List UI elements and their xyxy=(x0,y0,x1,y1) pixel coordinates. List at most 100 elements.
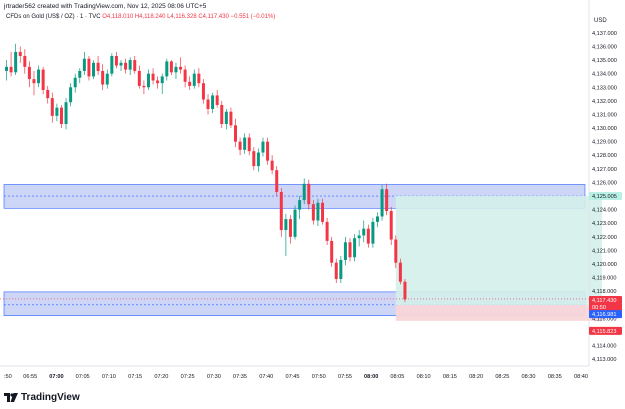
candle-body xyxy=(169,61,173,73)
candle xyxy=(201,79,205,104)
candle xyxy=(46,85,50,104)
candle-body xyxy=(50,98,54,116)
candle-body xyxy=(128,60,132,70)
currency-label: USD xyxy=(594,18,607,24)
candle xyxy=(311,200,315,225)
candle xyxy=(114,51,118,69)
tradingview-logo-text: TradingView xyxy=(21,392,80,403)
candle-body xyxy=(398,262,402,282)
candle xyxy=(302,178,306,205)
candle xyxy=(298,196,302,220)
candle-body xyxy=(270,160,274,171)
candle-body xyxy=(142,85,146,88)
position-loss-area xyxy=(395,305,602,321)
candle xyxy=(220,100,224,129)
time-tick-label: 07:55 xyxy=(338,374,352,380)
time-tick-label: 07:40 xyxy=(259,374,273,380)
price-tick-label: 4,134.000 xyxy=(592,72,617,78)
candle xyxy=(357,230,361,247)
candle xyxy=(243,133,247,154)
price-badge: 4,116.981 xyxy=(589,310,622,318)
candle-body xyxy=(179,66,183,70)
candle xyxy=(211,92,215,114)
candle xyxy=(87,55,91,81)
candle xyxy=(192,69,196,89)
price-tick-label: 4,129.000 xyxy=(592,140,617,146)
candle-body xyxy=(353,238,357,258)
candle xyxy=(151,68,155,85)
candle-body xyxy=(23,55,27,67)
candle-body xyxy=(279,191,283,231)
price-badge-bg xyxy=(589,191,622,200)
candle xyxy=(160,73,164,95)
candle-body xyxy=(5,66,8,71)
candle-body xyxy=(288,219,292,237)
candle xyxy=(119,60,123,71)
candle xyxy=(188,76,192,90)
candle xyxy=(64,98,68,130)
price-badge: 4,115.823 xyxy=(589,326,622,335)
candle xyxy=(169,60,173,76)
candle xyxy=(266,137,270,165)
candle-body xyxy=(206,99,210,110)
candle xyxy=(261,137,265,157)
time-tick-label: 06:55 xyxy=(23,374,37,380)
candle xyxy=(380,185,384,221)
candle xyxy=(293,205,297,240)
candle-body xyxy=(133,60,137,71)
price-badge-bg xyxy=(589,295,622,304)
candle-body xyxy=(137,70,141,86)
time-tick-label: 07:30 xyxy=(207,374,221,380)
candle xyxy=(330,236,334,267)
candle-body xyxy=(183,69,187,82)
candle-body xyxy=(229,111,233,126)
candle-body xyxy=(316,202,320,221)
candle-body xyxy=(334,262,338,279)
candle-body xyxy=(380,189,384,217)
candle xyxy=(270,155,274,175)
time-tick-label: 08:00 xyxy=(364,374,378,380)
candle-body xyxy=(389,210,393,240)
time-tick-label: 07:10 xyxy=(102,374,116,380)
candle xyxy=(92,60,96,80)
price-tick-label: 4,113.000 xyxy=(592,357,616,363)
candle xyxy=(238,137,242,156)
candle-body xyxy=(37,69,41,84)
candle-body xyxy=(284,219,288,231)
time-tick-label: 07:15 xyxy=(128,374,142,380)
candle xyxy=(288,215,292,244)
candle xyxy=(229,107,233,129)
time-tick-label: 08:40 xyxy=(574,374,588,380)
candle xyxy=(14,43,18,76)
candle xyxy=(234,118,237,148)
price-tick-label: 4,131.000 xyxy=(592,112,617,118)
time-tick-label: 07:35 xyxy=(233,374,247,380)
candle xyxy=(353,234,357,262)
price-tick-label: 4,127.000 xyxy=(592,167,617,173)
candle-body xyxy=(9,66,13,73)
candle-body xyxy=(73,77,77,88)
candle-body xyxy=(366,228,370,244)
candle-body xyxy=(307,183,311,205)
symbol-title[interactable]: CFDs on Gold (US$ / OZ) · 1 · TVC xyxy=(6,14,101,20)
candle xyxy=(183,65,187,88)
candle xyxy=(23,49,27,74)
time-tick-label: 08:20 xyxy=(469,374,483,380)
candle-body xyxy=(243,137,247,150)
candle xyxy=(128,57,132,76)
candle xyxy=(366,224,370,248)
time-tick-label: 08:05 xyxy=(390,374,404,380)
candle-body xyxy=(41,69,45,90)
candle-body xyxy=(371,221,375,244)
candle-body xyxy=(197,73,201,84)
candle xyxy=(96,55,100,76)
candle-body xyxy=(174,66,178,73)
price-tick-label: 4,119.000 xyxy=(592,276,616,282)
time-tick-label: 08:10 xyxy=(417,374,431,380)
price-tick-label: 4,135.000 xyxy=(592,58,617,64)
candle xyxy=(343,236,347,266)
candle xyxy=(375,212,379,228)
price-tick-label: 4,114.000 xyxy=(592,344,616,350)
candle xyxy=(256,148,260,172)
